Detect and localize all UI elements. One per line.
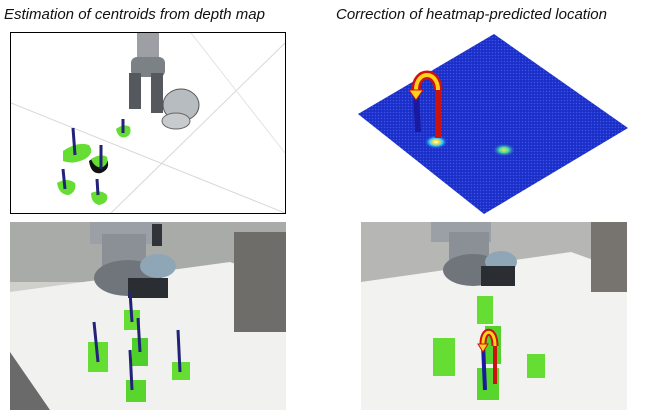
caption-heatmap-correction: Correction of heatmap-predicted location <box>336 6 607 23</box>
depth-map-panel <box>10 32 286 214</box>
robot-arm-photo <box>431 222 517 286</box>
heatmap-peak-primary <box>424 135 448 149</box>
robot-photo-left-panel <box>10 222 286 410</box>
caption-depth-map-centroids: Estimation of centroids from depth map <box>4 6 265 23</box>
robot-photo-right <box>361 222 627 410</box>
robot-arm-render <box>129 33 200 130</box>
centroid-lines <box>92 291 182 391</box>
correction-arrow <box>408 70 443 138</box>
heatmap-panel <box>356 30 632 216</box>
robot-photo-right-panel <box>361 222 627 410</box>
correction-arrow <box>477 328 499 391</box>
heatmap-peak-secondary <box>492 143 516 157</box>
heatmap-surface <box>358 34 628 214</box>
heatmap-render <box>358 34 628 214</box>
robot-photo-left <box>10 222 286 410</box>
robot-arm-photo <box>90 222 176 298</box>
depth-map-render <box>11 33 285 213</box>
object-centroids <box>57 119 131 205</box>
